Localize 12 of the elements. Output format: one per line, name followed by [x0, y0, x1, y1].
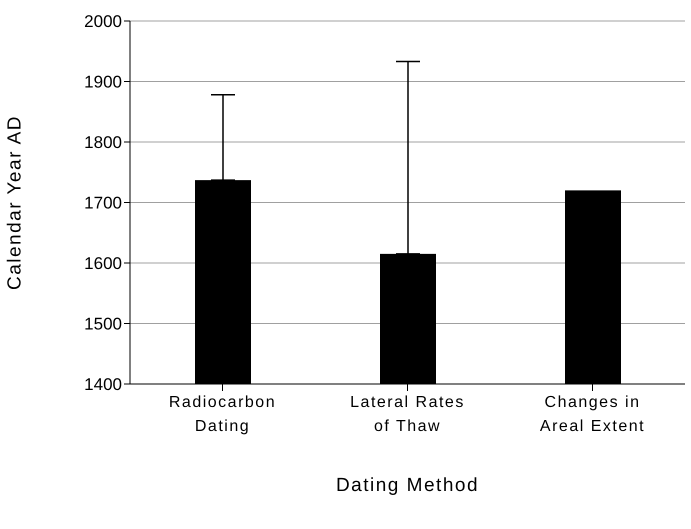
- y-tick-label: 1600: [84, 254, 122, 274]
- y-tick-label: 1500: [84, 314, 122, 334]
- y-tick-label: 2000: [84, 12, 122, 32]
- y-axis-title: Calendar Year AD: [4, 114, 26, 290]
- y-tick-label: 1800: [84, 133, 122, 152]
- x-axis-title: Dating Method: [336, 475, 480, 496]
- y-tick-label: 1900: [84, 72, 122, 92]
- x-tick-label: Lateral Rates of Thaw: [350, 394, 465, 435]
- y-tick-label: 1400: [84, 375, 122, 394]
- x-tick-label: Radiocarbon Dating: [168, 394, 276, 435]
- x-tick-label: Changes in Areal Extent: [540, 394, 646, 435]
- y-tick-label: 1700: [84, 194, 122, 213]
